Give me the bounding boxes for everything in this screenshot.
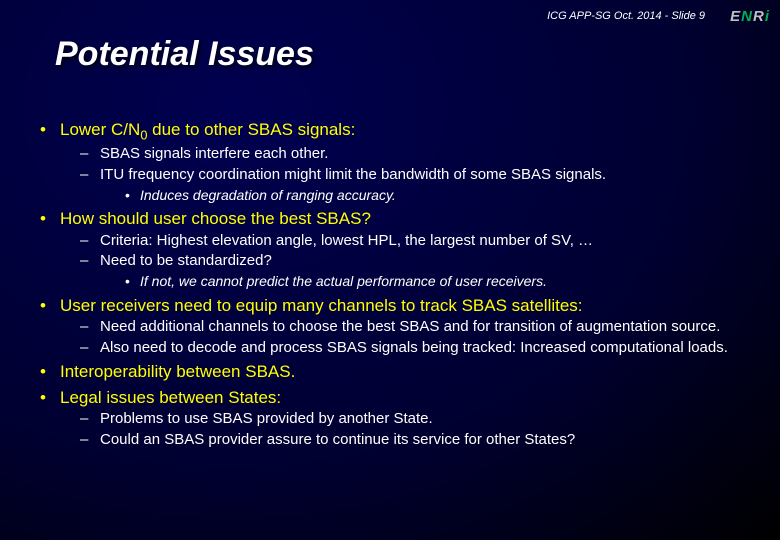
bullet-lvl3: Induces degradation of ranging accuracy. <box>40 187 770 205</box>
bullet-lvl2: ITU frequency coordination might limit t… <box>40 166 770 185</box>
bullet-lvl1: How should user choose the best SBAS? <box>40 208 770 229</box>
bullet-lvl2: Need to be standardized? <box>40 252 770 271</box>
bullet-lvl3: If not, we cannot predict the actual per… <box>40 273 770 291</box>
bullet-lvl2: Could an SBAS provider assure to continu… <box>40 431 770 450</box>
bullet-lvl1: User receivers need to equip many channe… <box>40 295 770 316</box>
bullet-lvl2: Criteria: Highest elevation angle, lowes… <box>40 232 770 251</box>
bullet-lvl2: Also need to decode and process SBAS sig… <box>40 339 770 358</box>
bullet-list: Lower C/N0 due to other SBAS signals: SBA… <box>40 119 770 449</box>
enri-logo: ENRi <box>730 8 770 25</box>
bullet-lvl1: Interoperability between SBAS. <box>40 361 770 382</box>
bullet-lvl1: Lower C/N0 due to other SBAS signals: <box>40 119 770 143</box>
bullet-lvl2: SBAS signals interfere each other. <box>40 145 770 164</box>
bullet-lvl2: Need additional channels to choose the b… <box>40 318 770 337</box>
slide-content: Lower C/N0 due to other SBAS signals: SBA… <box>40 115 770 449</box>
slide-title: Potential Issues <box>55 35 314 74</box>
logo-letter-n: N <box>741 8 753 25</box>
logo-letter-e: E <box>730 8 741 25</box>
logo-letter-r: R <box>753 8 765 25</box>
bullet-lvl1: Legal issues between States: <box>40 387 770 408</box>
bullet-lvl2: Problems to use SBAS provided by another… <box>40 410 770 429</box>
slide-header: ICG APP-SG Oct. 2014 - Slide 9 <box>547 10 705 22</box>
logo-letter-i: i <box>765 8 770 25</box>
